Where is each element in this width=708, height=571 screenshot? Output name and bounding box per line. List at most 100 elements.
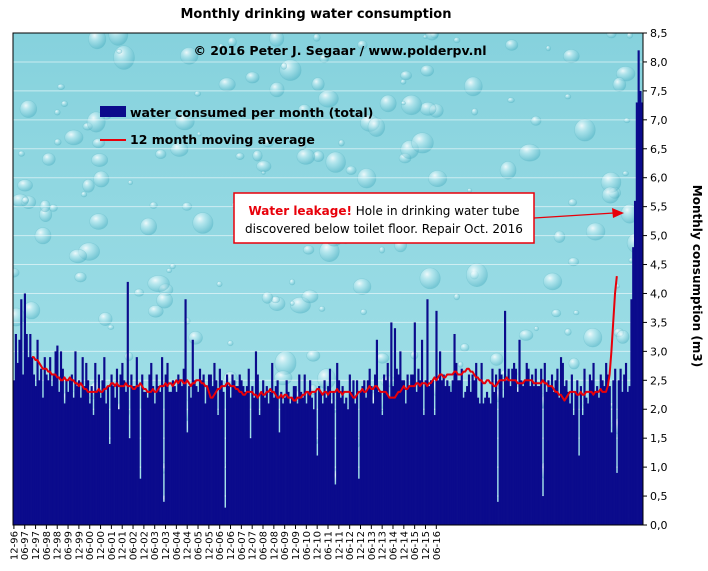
y-axis-ticks: 0,0 0,5 1,0 1,5 2,0 2,5 3,0 3,5 4,0 4,5 5,0 5,5 6,0 6… xyxy=(643,27,668,532)
water-drop xyxy=(543,272,563,291)
bar xyxy=(285,380,288,525)
bar xyxy=(29,333,32,525)
water-drop xyxy=(551,309,562,318)
x-tick-label: 12-10 xyxy=(313,531,324,560)
bar xyxy=(559,357,563,525)
bar xyxy=(47,380,50,525)
bar xyxy=(594,391,597,525)
bar xyxy=(401,380,404,525)
x-tick-label: 12-12 xyxy=(356,531,367,560)
bar xyxy=(404,403,407,525)
water-drop xyxy=(568,198,578,207)
annotation-arrow-head xyxy=(612,208,624,218)
y-tick-label: 3,5 xyxy=(650,316,668,329)
bar xyxy=(106,386,110,525)
bar xyxy=(590,380,593,525)
bar xyxy=(440,380,443,525)
water-drop xyxy=(108,33,129,46)
bar xyxy=(368,368,371,525)
water-drop xyxy=(192,212,214,234)
water-drop xyxy=(149,201,158,209)
bar xyxy=(16,362,19,525)
bar xyxy=(383,374,386,525)
bar xyxy=(272,397,276,525)
water-drop xyxy=(311,77,325,92)
water-drop xyxy=(601,186,620,204)
water-drop xyxy=(573,310,580,316)
bar xyxy=(171,380,175,525)
bar xyxy=(191,339,194,525)
legend-swatch-bars xyxy=(100,106,126,117)
bar xyxy=(505,380,508,525)
bar xyxy=(309,380,312,525)
bar xyxy=(357,478,360,525)
water-drop xyxy=(68,249,88,264)
water-drop xyxy=(400,79,407,85)
water-drop xyxy=(319,53,330,64)
bar xyxy=(312,409,315,525)
water-drop xyxy=(155,149,167,160)
bar xyxy=(422,415,425,525)
bar xyxy=(599,374,602,525)
bar xyxy=(41,397,45,525)
bar xyxy=(388,397,391,525)
x-tick-label: 06-10 xyxy=(302,531,313,560)
bar xyxy=(300,391,303,525)
bar xyxy=(500,374,503,525)
bar xyxy=(103,357,106,525)
water-drop xyxy=(227,36,237,47)
x-tick-label: 06-15 xyxy=(410,531,421,560)
water-drop xyxy=(367,117,386,137)
bar xyxy=(301,397,304,525)
y-tick-label: 8,5 xyxy=(650,27,668,40)
bar xyxy=(419,380,422,525)
water-drop xyxy=(518,143,541,162)
bar xyxy=(469,391,472,525)
bar xyxy=(345,397,348,525)
bar xyxy=(487,397,490,525)
bar xyxy=(623,374,626,525)
bar xyxy=(179,380,182,525)
x-tick-label: 06-00 xyxy=(85,531,96,560)
bar xyxy=(549,386,552,525)
bar xyxy=(534,368,537,525)
x-tick-label: 06-04 xyxy=(172,531,183,560)
water-drop xyxy=(60,100,69,108)
bar xyxy=(189,397,193,525)
bar xyxy=(480,362,483,525)
bar xyxy=(90,386,93,525)
bar xyxy=(18,339,21,525)
water-drop xyxy=(98,312,113,326)
water-drop xyxy=(39,200,51,213)
bar xyxy=(65,380,68,525)
bar xyxy=(224,507,227,525)
water-drop xyxy=(428,170,448,188)
bar xyxy=(296,403,299,525)
bar xyxy=(20,299,23,525)
water-drop xyxy=(567,257,580,267)
x-tick-label: 12-08 xyxy=(269,531,280,560)
x-tick-label: 12-13 xyxy=(378,531,389,560)
bar xyxy=(157,386,160,525)
bar xyxy=(570,374,573,525)
annotation-box xyxy=(233,192,535,244)
bar xyxy=(341,386,344,525)
bar xyxy=(123,380,126,525)
bar xyxy=(612,380,615,525)
bar xyxy=(420,339,424,525)
water-drop xyxy=(465,262,488,287)
bar xyxy=(54,351,57,525)
bar xyxy=(605,362,608,525)
water-drop xyxy=(170,142,189,157)
bar xyxy=(522,386,525,525)
bar xyxy=(424,380,427,525)
water-drop xyxy=(156,292,174,309)
bar xyxy=(448,386,451,525)
water-drop xyxy=(93,170,110,188)
water-drop xyxy=(564,93,572,100)
bar xyxy=(173,386,176,525)
water-drop xyxy=(616,329,630,344)
bar xyxy=(511,368,514,525)
bar xyxy=(305,403,308,525)
